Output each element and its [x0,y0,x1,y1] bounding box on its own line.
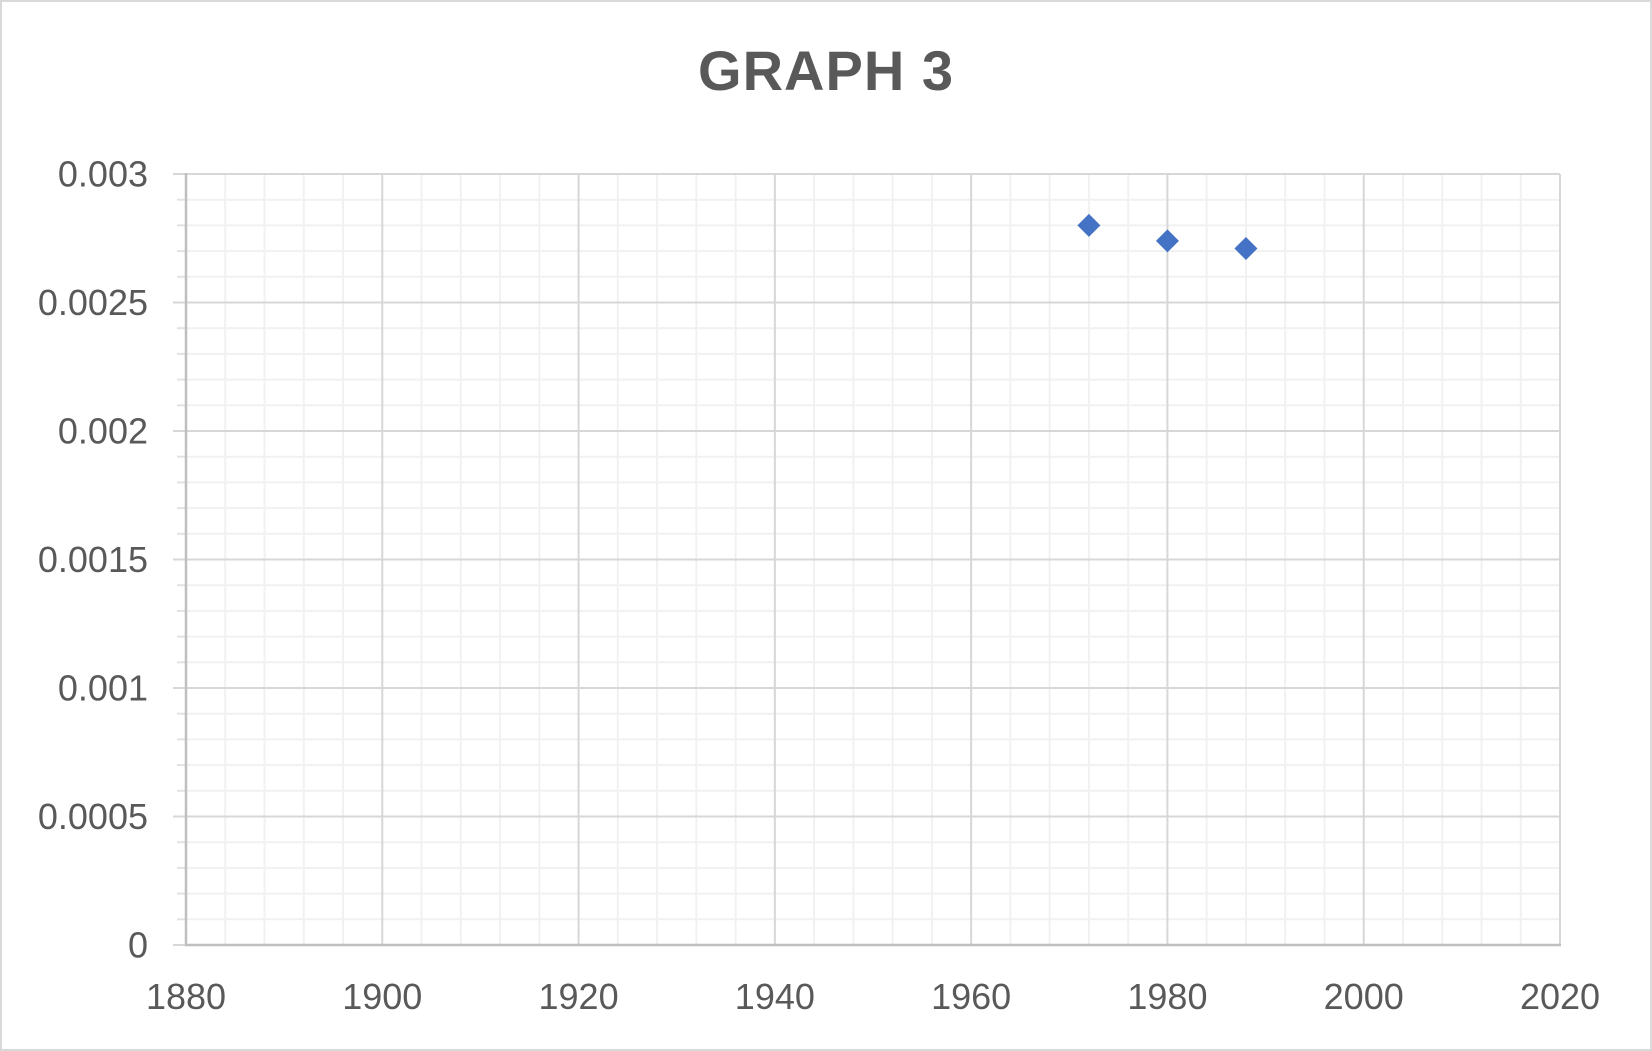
data-point-diamond [1155,229,1179,253]
y-tick-label: 0.001 [58,668,148,709]
x-tick-label: 2020 [1520,976,1600,1017]
x-tick-label: 1880 [146,976,226,1017]
x-tick-label: 1920 [539,976,619,1017]
y-tick-label: 0 [128,925,148,966]
y-tick-label: 0.003 [58,154,148,195]
x-tick-label: 1960 [931,976,1011,1017]
data-point-diamond [1077,213,1101,237]
chart-title: GRAPH 3 [698,39,954,102]
x-tick-label: 1980 [1127,976,1207,1017]
y-tick-label: 0.0025 [38,282,148,323]
x-tick-label: 1900 [342,976,422,1017]
y-tick-label: 0.0015 [38,539,148,580]
x-tick-label: 1940 [735,976,815,1017]
y-tick-label: 0.002 [58,411,148,452]
y-tick-label: 0.0005 [38,796,148,837]
x-tick-label: 2000 [1324,976,1404,1017]
data-point-diamond [1234,237,1258,261]
